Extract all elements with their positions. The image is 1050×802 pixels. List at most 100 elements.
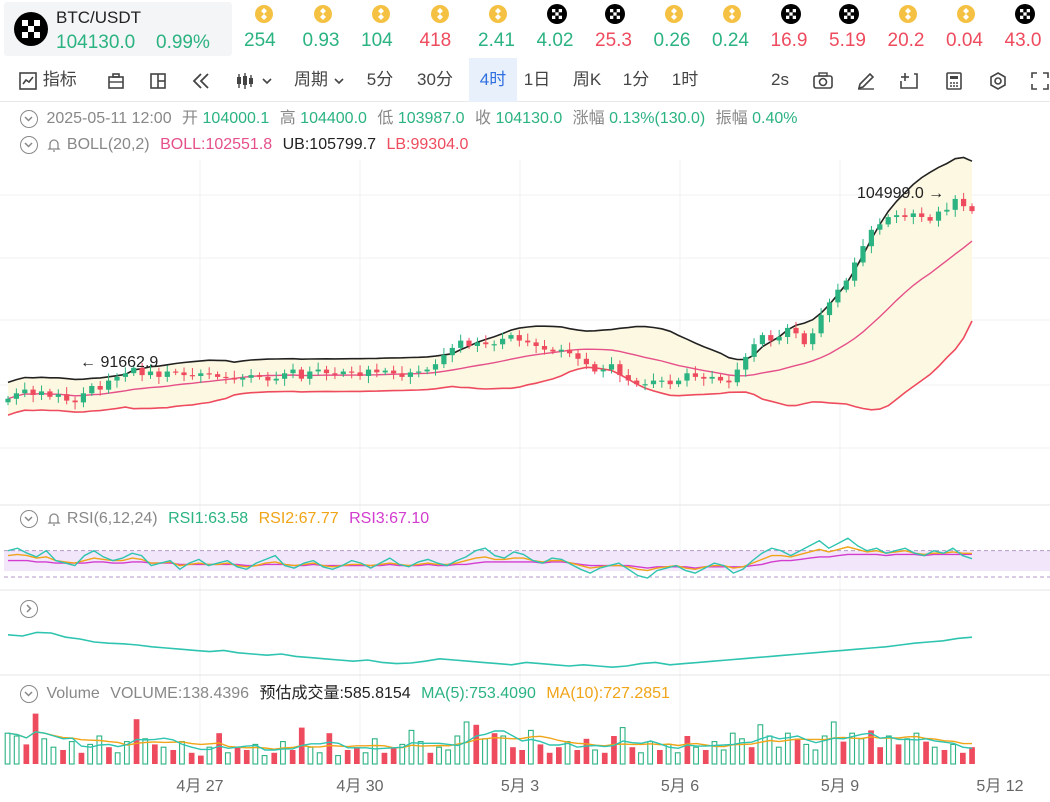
- ticker-item[interactable]: 0.24: [712, 0, 762, 56]
- candle-body: [734, 369, 740, 383]
- bell-icon[interactable]: [46, 137, 62, 153]
- ticker-item[interactable]: 104: [361, 0, 411, 56]
- volume-bar: [757, 724, 764, 765]
- candle-body: [776, 336, 782, 341]
- ticker-item[interactable]: 25.3: [595, 0, 645, 56]
- volume-bar: [206, 746, 213, 765]
- volume-bar: [702, 750, 709, 764]
- pencil-icon: [857, 72, 875, 90]
- volume-bar: [564, 741, 571, 765]
- volume-bar: [895, 744, 902, 764]
- candle-body: [466, 340, 472, 346]
- interval-2[interactable]: 4时: [469, 58, 517, 102]
- ticker-item[interactable]: 20.2: [888, 0, 938, 56]
- candle-body: [47, 391, 53, 397]
- candle-body: [768, 335, 774, 341]
- candle-body: [332, 373, 338, 375]
- candle-body: [676, 380, 682, 385]
- volume-bar: [923, 741, 929, 764]
- boll-band-fill: [8, 157, 972, 416]
- candle-body: [910, 213, 916, 217]
- volume-bar: [619, 727, 626, 765]
- volume-bar: [913, 732, 920, 765]
- chart-toolbar: 指标 周期 5分 30分 4时 1日 周K 1分 1时 2s: [0, 58, 1050, 102]
- volume-bar: [858, 738, 865, 765]
- collapse-circle-icon[interactable]: [20, 135, 38, 154]
- add-window-button[interactable]: [898, 58, 920, 102]
- ticker-item[interactable]: 418: [420, 0, 470, 56]
- candle-body: [692, 373, 698, 377]
- candle-body: [667, 380, 673, 385]
- candle-body: [323, 369, 330, 374]
- third-pane-info: [20, 598, 42, 620]
- volume-bar: [611, 736, 617, 764]
- layout-button[interactable]: [148, 58, 168, 102]
- fullscreen-button[interactable]: [1030, 58, 1050, 102]
- collapse-circle-icon[interactable]: [20, 109, 38, 128]
- volume-bar: [840, 741, 847, 764]
- volume-bar: [234, 747, 241, 764]
- ticker-item[interactable]: 4.02: [537, 0, 587, 56]
- ticker-item[interactable]: 254: [244, 0, 294, 56]
- candle-body: [206, 373, 212, 375]
- ticker-item[interactable]: 2.41: [478, 0, 528, 56]
- x-tick-label: 4月 30: [336, 778, 383, 795]
- candle-body: [365, 369, 372, 376]
- candle-body: [114, 376, 120, 381]
- collapse-circle-icon[interactable]: [20, 509, 38, 528]
- ticker-item[interactable]: 16.9: [771, 0, 821, 56]
- candle-body: [290, 369, 296, 374]
- rewind-button[interactable]: [190, 58, 212, 102]
- period-dropdown[interactable]: 周期: [294, 58, 345, 102]
- candle-body: [156, 371, 162, 377]
- collapse-circle-icon[interactable]: [20, 684, 38, 703]
- volume-bar: [877, 747, 883, 764]
- interval-5[interactable]: 1分: [622, 70, 650, 89]
- binance-coin-icon: [372, 5, 390, 23]
- volume-bar: [216, 733, 222, 764]
- candle-body: [684, 373, 690, 381]
- ticker-item[interactable]: 0.26: [654, 0, 704, 56]
- volume-bar: [812, 749, 819, 765]
- ticker-item[interactable]: 43.0: [1005, 0, 1050, 56]
- ticker-value: 5.19: [829, 30, 866, 51]
- calculator-button[interactable]: [944, 58, 964, 102]
- interval-6[interactable]: 1时: [671, 70, 699, 89]
- volume-bar: [78, 752, 85, 764]
- volume-bar: [335, 755, 341, 765]
- expand-circle-icon[interactable]: [20, 599, 38, 618]
- settings-button[interactable]: [988, 58, 1008, 102]
- candle-body: [349, 371, 355, 373]
- interval-0[interactable]: 5分: [366, 70, 394, 89]
- amplitude-value: 0.40%: [752, 110, 798, 127]
- indicators-button[interactable]: 指标: [18, 58, 77, 102]
- draw-button[interactable]: [856, 58, 876, 102]
- x-tick-label: 5月 9: [821, 778, 859, 795]
- pair-selector[interactable]: BTC/USDT 104130.0 0.99%: [4, 2, 232, 56]
- candle-body: [575, 353, 581, 359]
- volume-bar: [41, 738, 48, 765]
- bell-icon[interactable]: [46, 511, 62, 527]
- refresh-rate[interactable]: 2s: [771, 70, 789, 89]
- candle-body: [5, 398, 11, 403]
- chart-type-button[interactable]: [234, 58, 273, 102]
- candle-body: [307, 371, 313, 379]
- candle-body: [256, 375, 263, 377]
- drawing-tools-button[interactable]: [106, 58, 126, 102]
- volume-bar: [133, 719, 140, 764]
- candle-body: [793, 327, 799, 334]
- ticker-item[interactable]: 0.04: [946, 0, 996, 56]
- rsi2-value: RSI2:67.77: [258, 510, 339, 527]
- binance-coin-icon: [313, 5, 332, 23]
- interval-3[interactable]: 1日: [523, 70, 551, 89]
- indicator-line: [7, 631, 973, 669]
- binance-coin-icon: [430, 5, 449, 23]
- interval-4[interactable]: 周K: [572, 70, 602, 89]
- ticker-item[interactable]: 0.93: [303, 0, 353, 56]
- ticker-item[interactable]: 5.19: [829, 0, 879, 56]
- screenshot-button[interactable]: [812, 58, 834, 102]
- volume-bar: [50, 746, 57, 765]
- layout-icon: [150, 72, 166, 89]
- interval-1[interactable]: 30分: [417, 70, 453, 89]
